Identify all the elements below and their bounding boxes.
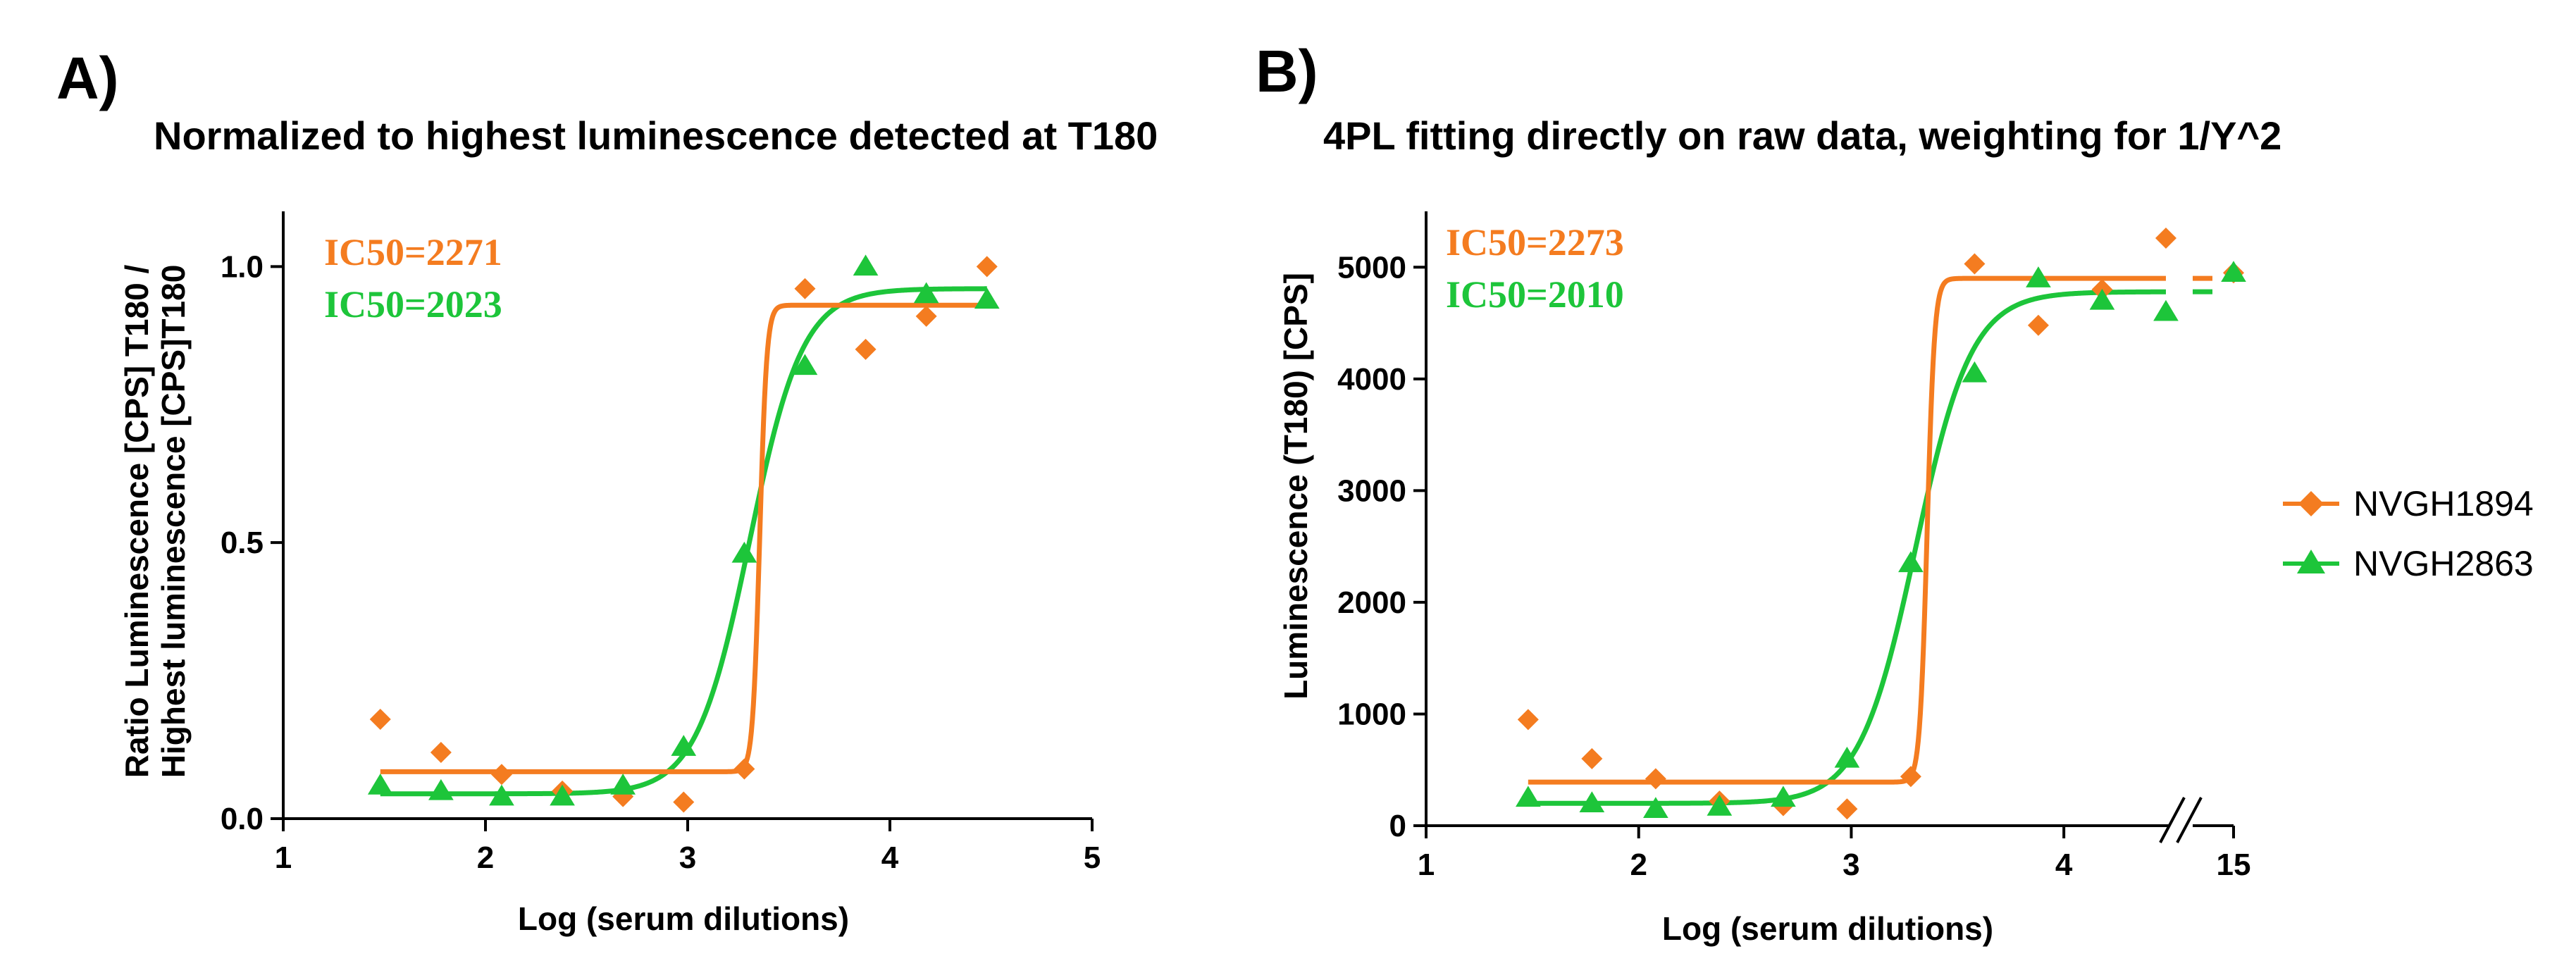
panel-b-xtick-label: 2 <box>1630 848 1647 882</box>
panel-a-point-nvgh2863 <box>671 735 697 756</box>
panel-b-point-nvgh2863 <box>1643 797 1668 818</box>
panel-b-point-nvgh2863 <box>2026 266 2051 287</box>
panel-a-fit-curve-nvgh1894 <box>380 302 987 774</box>
panel-a-point-nvgh2863 <box>550 784 575 806</box>
panel-b-point-nvgh2863 <box>1834 746 1860 768</box>
panel-a-ytick-label: 0.5 <box>221 526 264 560</box>
panel-a-chart: Log (serum dilutions) Ratio Luminescence… <box>118 211 1101 937</box>
panel-a-title: Normalized to highest luminescence detec… <box>154 113 1158 158</box>
legend-marker-nvgh1894 <box>2298 491 2324 516</box>
panel-b-fit-curve-nvgh1894 <box>1528 275 2166 785</box>
panel-b-point-nvgh1894 <box>2027 314 2049 336</box>
panel-a-xtick-label: 4 <box>881 840 899 875</box>
panel-b-xtick-label: 4 <box>2055 848 2073 882</box>
panel-a-ytick-label: 0.0 <box>221 802 264 836</box>
panel-a-point-nvgh2863 <box>367 773 393 795</box>
panel-b-ytick-label: 3000 <box>1337 473 1406 508</box>
legend-label-nvgh2863: NVGH2863 <box>2353 544 2534 583</box>
panel-b-point-nvgh1894 <box>1645 768 1666 790</box>
panel-b-ic50-orange: IC50=2273 <box>1446 221 1624 263</box>
panel-b-point-nvgh2863 <box>1898 551 1924 573</box>
panel-b-point-nvgh1894 <box>2155 228 2176 249</box>
panel-b-point-nvgh2863 <box>2089 288 2115 310</box>
panel-b-point-nvgh2863 <box>2153 299 2179 321</box>
panel-b-point-nvgh1894 <box>1581 747 1603 769</box>
panel-b-point-nvgh2863 <box>1962 361 1988 383</box>
panel-b-xlabel: Log (serum dilutions) <box>1662 910 1993 947</box>
panel-a-point-nvgh1894 <box>794 278 816 299</box>
panel-a-point-nvgh1894 <box>976 256 998 278</box>
panel-a-point-nvgh2863 <box>792 354 818 376</box>
panel-a-point-nvgh1894 <box>915 305 937 327</box>
panel-a-point-nvgh2863 <box>489 784 514 806</box>
panel-b-point-break-nvgh2863 <box>2221 261 2246 282</box>
panel-b-ytick-label: 0 <box>1389 809 1406 843</box>
panel-b-ytick-label: 1000 <box>1337 697 1406 731</box>
panel-a-ic50-orange: IC50=2271 <box>324 231 502 273</box>
panel-b-point-nvgh2863 <box>1707 795 1733 816</box>
panel-b-xtick-label: 1 <box>1418 848 1435 882</box>
panel-b-ylabel: Luminescence (T180) [CPS] <box>1277 273 1314 700</box>
panel-a-point-nvgh1894 <box>733 758 755 780</box>
panel-a-point-nvgh1894 <box>490 764 512 786</box>
panel-b-ic50-green: IC50=2010 <box>1446 273 1624 316</box>
panel-b-axis-break-mark-1 <box>2159 797 2186 843</box>
panel-a-xlabel: Log (serum dilutions) <box>518 900 849 937</box>
panel-b-point-nvgh1894 <box>1900 766 1921 788</box>
panel-b-xtick-label-break: 15 <box>2217 848 2251 882</box>
panel-b-ytick-label: 2000 <box>1337 585 1406 620</box>
panel-a-xtick-label: 3 <box>679 840 696 875</box>
panel-b-letter: B) <box>1256 38 1318 104</box>
panel-a-ytick-label: 1.0 <box>221 249 264 284</box>
panel-b-chart: Log (serum dilutions) Luminescence (T180… <box>1277 211 2250 947</box>
panel-a-ylabel-line2: Highest luminescence [CPS]T180 <box>155 265 192 778</box>
panel-b-axis-break-mark-2 <box>2176 797 2203 843</box>
panel-a-point-nvgh2863 <box>610 773 636 795</box>
legend: NVGH1894 NVGH2863 <box>2283 484 2534 583</box>
panel-b-point-nvgh1894 <box>1517 709 1539 731</box>
panel-a-point-nvgh2863 <box>731 541 757 563</box>
panel-a-point-nvgh1894 <box>673 791 695 813</box>
panel-b-point-nvgh1894 <box>1964 253 1986 275</box>
panel-a-fit-curve-nvgh2863 <box>380 286 987 797</box>
legend-label-nvgh1894: NVGH1894 <box>2353 484 2534 523</box>
panel-b-point-nvgh2863 <box>1771 786 1796 807</box>
panel-a-ylabel-line1: Ratio Luminescence [CPS] T180 / <box>118 265 155 778</box>
panel-b-point-nvgh2863 <box>1515 786 1541 807</box>
panel-a-ic50-green: IC50=2023 <box>324 283 502 325</box>
panel-a-letter: A) <box>56 45 119 111</box>
panel-a-xtick-label: 1 <box>275 840 292 875</box>
panel-b-title: 4PL fitting directly on raw data, weight… <box>1323 113 2281 158</box>
panel-a-point-nvgh2863 <box>853 254 879 276</box>
panel-b-point-nvgh2863 <box>1579 791 1605 813</box>
panel-a-xtick-label: 5 <box>1084 840 1101 875</box>
panel-b-ytick-label: 5000 <box>1337 250 1406 285</box>
panel-a-point-nvgh1894 <box>855 338 877 360</box>
panel-b-point-nvgh1894 <box>1836 798 1858 820</box>
panel-a-point-nvgh2863 <box>974 287 1000 309</box>
panel-a-point-nvgh1894 <box>430 741 452 763</box>
panel-b-fit-curve-nvgh2863 <box>1528 289 2166 806</box>
panel-b-xtick-label: 3 <box>1843 848 1859 882</box>
panel-a-point-nvgh1894 <box>369 708 391 730</box>
panel-a-xtick-label: 2 <box>477 840 494 875</box>
legend-marker-nvgh2863 <box>2297 550 2325 573</box>
panel-a-point-nvgh2863 <box>428 778 454 800</box>
panel-a-point-nvgh2863 <box>913 282 939 304</box>
panel-b-ytick-label: 4000 <box>1337 362 1406 397</box>
